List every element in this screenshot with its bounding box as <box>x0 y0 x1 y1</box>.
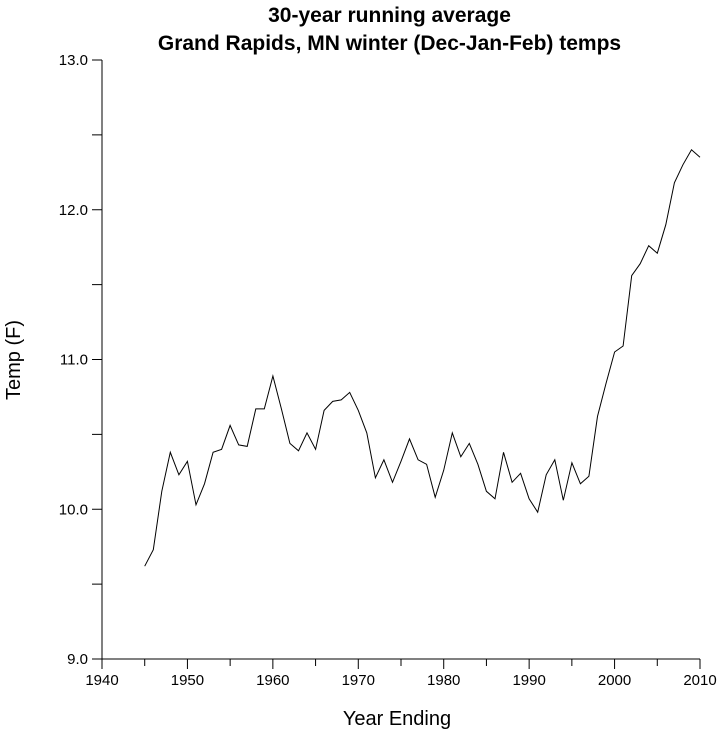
y-tick-label: 12.0 <box>59 202 88 219</box>
y-tick-label: 13.0 <box>59 52 88 69</box>
series-line <box>144 149 701 567</box>
series-layer <box>144 149 701 567</box>
chart-title: 30-year running average <box>268 4 511 27</box>
axes <box>101 60 700 660</box>
x-tick-label: 2010 <box>683 672 716 689</box>
x-tick-label: 1940 <box>85 672 118 689</box>
x-axis-label: Year Ending <box>343 708 451 730</box>
x-tick-label: 1950 <box>171 672 204 689</box>
x-tick-label: 1970 <box>342 672 375 689</box>
x-tick-label: 2000 <box>598 672 631 689</box>
y-axis-label: Temp (F) <box>3 320 25 400</box>
ticks: 9.0 10.0 11.0 12.0 13.0 1940 1950 1960 1970 1980 1… <box>59 52 717 689</box>
y-tick-label: 10.0 <box>59 501 88 518</box>
x-tick-label: 1980 <box>427 672 460 689</box>
chart-subtitle: Grand Rapids, MN winter (Dec-Jan-Feb) te… <box>157 32 622 55</box>
y-tick-label: 9.0 <box>67 651 88 668</box>
y-tick-label: 11.0 <box>60 352 88 369</box>
x-tick-label: 1960 <box>256 672 289 689</box>
x-tick-label: 1990 <box>512 672 545 689</box>
